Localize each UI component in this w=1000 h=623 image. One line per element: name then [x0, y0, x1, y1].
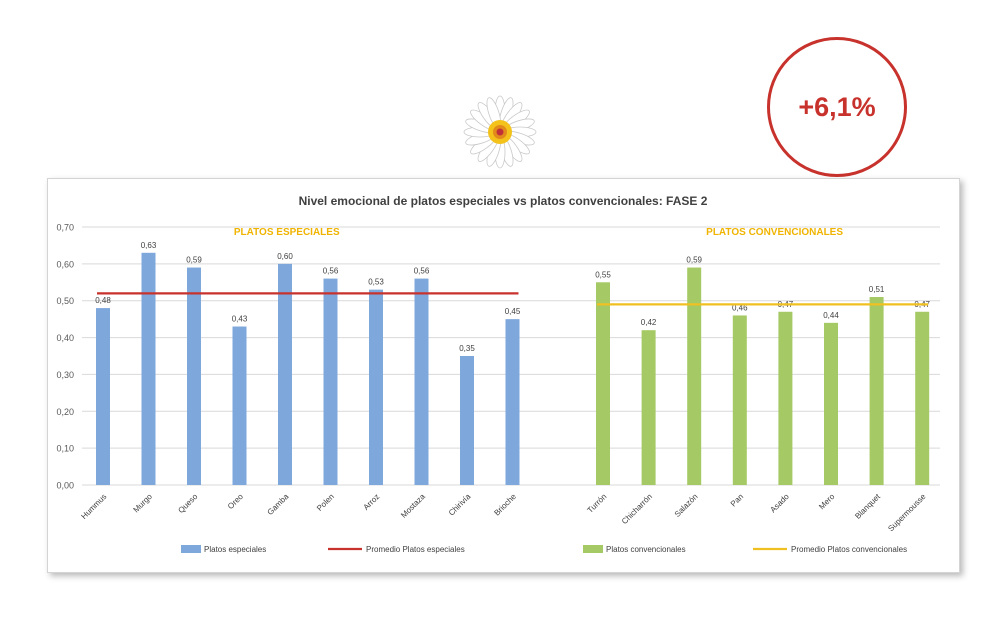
data-label: 0,63 — [141, 241, 157, 250]
bar — [414, 278, 429, 485]
x-tick-label: Chicharrón — [620, 492, 654, 526]
bar — [641, 330, 656, 485]
data-label: 0,42 — [641, 318, 657, 327]
bar — [232, 326, 247, 485]
group-label: PLATOS ESPECIALES — [234, 227, 340, 238]
group-label: PLATOS CONVENCIONALES — [706, 227, 843, 238]
x-tick-label: Salazón — [673, 492, 700, 519]
bar — [869, 297, 884, 485]
legend-swatch — [583, 545, 603, 553]
x-tick-label: Hummus — [79, 492, 108, 521]
bar — [278, 263, 292, 485]
data-label: 0,60 — [277, 252, 293, 261]
x-tick-label: Oreo — [226, 492, 245, 511]
legend-label: Platos convencionales — [606, 545, 686, 554]
legend-swatch — [181, 545, 201, 553]
x-tick-label: Pan — [729, 492, 745, 508]
x-tick-label: Gamba — [265, 492, 290, 517]
bar — [96, 308, 110, 485]
data-label: 0,59 — [186, 256, 202, 265]
x-tick-label: Chirivía — [447, 492, 473, 518]
bar — [187, 267, 201, 485]
data-label: 0,35 — [459, 344, 475, 353]
bar-chart: Nivel emocional de platos especiales vs … — [56, 194, 940, 554]
x-tick-label: Mero — [817, 492, 837, 512]
bar — [687, 267, 702, 485]
data-label: 0,59 — [686, 256, 702, 265]
data-label: 0,46 — [732, 303, 748, 312]
bar — [141, 252, 156, 485]
legend-label: Promedio Platos convencionales — [791, 545, 907, 554]
bar — [596, 282, 610, 485]
data-label: 0,53 — [368, 278, 384, 287]
y-tick-label: 0,00 — [56, 481, 74, 491]
y-tick-label: 0,50 — [56, 296, 74, 306]
x-tick-label: Polen — [315, 492, 336, 513]
chart-container: Nivel emocional de platos especiales vs … — [47, 178, 960, 573]
bar — [460, 356, 474, 485]
y-tick-label: 0,70 — [56, 223, 74, 233]
bar — [323, 278, 338, 485]
y-tick-label: 0,20 — [56, 407, 74, 417]
data-label: 0,43 — [232, 315, 248, 324]
bar — [732, 315, 747, 485]
data-label: 0,55 — [595, 270, 611, 279]
x-tick-label: Asado — [768, 492, 791, 515]
data-label: 0,48 — [95, 296, 111, 305]
data-label: 0,44 — [823, 311, 839, 320]
legend-label: Promedio Platos especiales — [366, 545, 465, 554]
legend-label: Platos especiales — [204, 545, 266, 554]
data-label: 0,56 — [414, 267, 430, 276]
bar — [369, 289, 383, 485]
y-tick-label: 0,30 — [56, 370, 74, 380]
data-label: 0,51 — [869, 285, 885, 294]
bar — [505, 319, 520, 485]
bar — [824, 322, 838, 485]
y-tick-label: 0,10 — [56, 444, 74, 454]
percentage-badge-text: +6,1% — [798, 91, 876, 122]
x-tick-label: Arroz — [362, 492, 382, 512]
bar — [778, 311, 793, 485]
data-label: 0,56 — [323, 267, 339, 276]
data-label: 0,45 — [505, 307, 521, 316]
x-tick-label: Supermousse — [886, 492, 928, 534]
x-tick-label: Mostaza — [399, 492, 427, 520]
y-tick-label: 0,40 — [56, 333, 74, 343]
daisy-flower-icon — [463, 95, 537, 169]
chart-title: Nivel emocional de platos especiales vs … — [299, 194, 708, 208]
legend: Platos especiales Promedio Platos especia… — [181, 545, 907, 554]
x-tick-label: Murgo — [132, 492, 155, 515]
x-tick-label: Queso — [176, 492, 199, 515]
x-tick-label: Blanquet — [853, 492, 882, 521]
x-tick-label: Brioche — [492, 492, 518, 518]
percentage-badge: +6,1% — [767, 37, 907, 177]
y-tick-label: 0,60 — [56, 259, 74, 269]
x-tick-label: Turrón — [586, 492, 609, 515]
bar — [915, 311, 930, 485]
